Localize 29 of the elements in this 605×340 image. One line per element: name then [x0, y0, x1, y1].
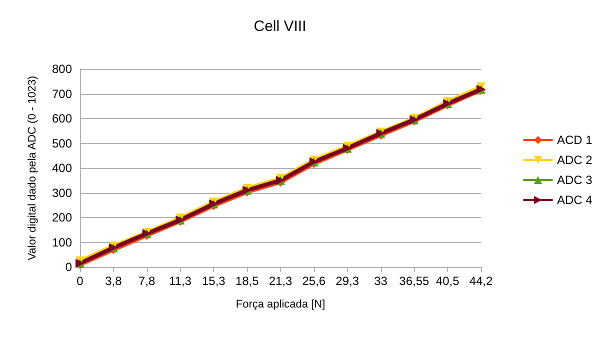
x-tick-label: 3,8: [105, 274, 122, 288]
y-tick-label: 700: [52, 86, 72, 101]
x-tick-label: 44,2: [469, 274, 493, 288]
y-axis-title: Valor digital dado pela ADC (0 - 1023): [26, 76, 38, 260]
legend-label: ADC 3: [557, 173, 593, 187]
y-tick-label: 500: [52, 136, 72, 150]
x-tick-label: 25,6: [302, 274, 326, 288]
x-tick-label: 0: [76, 274, 84, 288]
x-tick-label: 36,55: [399, 274, 430, 288]
x-tick-label: 33: [374, 274, 388, 288]
x-tick-label: 21,3: [268, 274, 292, 288]
legend-label: ACD 1: [557, 133, 593, 147]
chart-title: Cell VIII: [254, 18, 306, 35]
x-tick-label: 18,5: [235, 274, 260, 288]
x-tick-label: 29,3: [336, 274, 360, 288]
y-tick-label: 400: [52, 161, 72, 175]
y-tick-label: 800: [52, 62, 72, 76]
legend-label: ADC 2: [557, 153, 593, 167]
x-tick-label: 11,3: [169, 274, 192, 288]
x-axis-title: Força aplicada [N]: [236, 298, 326, 310]
x-tick-label: 7,8: [138, 274, 156, 288]
y-tick-label: 200: [52, 210, 72, 224]
y-tick-label: 300: [52, 186, 72, 200]
legend-label: ADC 4: [557, 193, 593, 207]
y-tick-label: 100: [52, 235, 72, 250]
y-tick-label: 600: [52, 112, 72, 126]
y-tick-label: 0: [65, 260, 72, 274]
x-tick-label: 40,5: [436, 274, 460, 288]
x-tick-label: 15,3: [202, 274, 226, 288]
